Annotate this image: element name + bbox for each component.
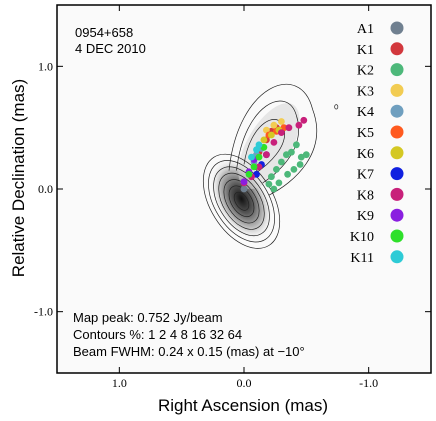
axis-ticks: 1.0 0.0 -1.0 1.0 0.0 -1.0 <box>34 5 431 390</box>
data-point-k10 <box>255 153 263 161</box>
contours-annotation: Contours %: 1 2 4 8 16 32 64 <box>73 327 242 342</box>
chart-title: 0954+658 <box>75 25 133 40</box>
data-point-k2 <box>302 151 310 159</box>
x-tick-label: 1.0 <box>112 376 127 390</box>
data-point-k2 <box>273 166 280 173</box>
legend-marker-k6 <box>390 146 404 160</box>
map-peak-annotation: Map peak: 0.752 Jy/beam <box>73 310 223 325</box>
jet-contour-middle <box>236 100 299 184</box>
core-contour <box>223 179 260 224</box>
legend-label-k8: K8 <box>357 188 374 203</box>
legend-marker-k1 <box>390 42 404 56</box>
data-points-layer <box>240 116 310 193</box>
contour-layer <box>202 83 339 249</box>
data-point-k2 <box>290 166 298 173</box>
legend-marker-k2 <box>390 63 404 77</box>
legend-marker-k10 <box>390 229 404 243</box>
core-contour <box>218 172 265 230</box>
data-point-k2 <box>268 173 275 181</box>
x-axis-label: Right Ascension (mas) <box>158 396 328 415</box>
data-point-a1 <box>240 185 248 193</box>
legend-marker-k3 <box>390 83 404 97</box>
x-tick-label: 0.0 <box>237 376 252 390</box>
data-point-k2 <box>284 170 291 178</box>
legend-marker-k11 <box>390 250 404 264</box>
beam-annotation: Beam FWHM: 0.24 x 0.15 (mas) at −10° <box>73 344 305 359</box>
data-point-k2 <box>296 161 304 168</box>
data-point-k8 <box>255 163 263 171</box>
data-point-k2 <box>288 148 295 156</box>
core-contour <box>233 191 250 211</box>
jet-contour-outer <box>228 83 318 196</box>
legend-marker-k5 <box>390 125 404 139</box>
y-tick-label: 0.0 <box>38 182 53 196</box>
legend-label-k2: K2 <box>357 64 374 79</box>
data-point-k2 <box>275 179 283 187</box>
data-point-k8 <box>270 139 278 146</box>
data-point-k2 <box>293 141 300 149</box>
data-point-k3 <box>278 118 285 125</box>
data-point-k11 <box>255 141 263 149</box>
data-point-k11 <box>248 153 255 161</box>
legend-label-k5: K5 <box>357 126 374 141</box>
data-point-k8 <box>278 129 285 137</box>
legend-marker-k4 <box>390 104 404 118</box>
data-point-k6 <box>268 131 275 139</box>
legend-label-k11: K11 <box>350 251 374 266</box>
legend-label-k3: K3 <box>357 84 374 99</box>
data-point-k8 <box>295 121 303 129</box>
legend-marker-k8 <box>390 187 404 201</box>
data-point-k2 <box>270 185 278 193</box>
legend-marker-k9 <box>390 208 404 222</box>
data-point-k10 <box>250 163 258 171</box>
legend-label-k7: K7 <box>357 168 374 183</box>
data-point-k2 <box>265 180 273 188</box>
data-point-k6 <box>260 136 268 144</box>
legend: A1 K1 K2 K3 K4 K5 K6 K7 K8 K9 K10 K11 <box>350 21 404 266</box>
legend-label-k9: K9 <box>357 209 374 224</box>
data-point-k8 <box>263 151 270 159</box>
data-point-k8 <box>285 124 293 132</box>
legend-label-k10: K10 <box>350 230 374 245</box>
y-tick-label: 1.0 <box>38 59 53 73</box>
isolated-contour <box>334 104 339 110</box>
y-tick-label: -1.0 <box>34 305 53 319</box>
y-axis-label: Relative Declination (mas) <box>9 79 28 277</box>
legend-marker-k7 <box>390 167 404 181</box>
legend-label-a1: A1 <box>357 22 374 37</box>
core-contour <box>228 185 255 218</box>
core-contour <box>208 160 275 243</box>
core-contour <box>213 166 270 237</box>
data-point-k8 <box>300 116 308 124</box>
legend-marker-a1 <box>390 21 404 35</box>
data-point-k3 <box>270 121 278 129</box>
legend-label-k1: K1 <box>357 43 374 58</box>
data-point-k10 <box>245 170 253 178</box>
legend-label-k4: K4 <box>357 105 374 120</box>
chart-subtitle: 4 DEC 2010 <box>75 41 146 56</box>
data-point-k2 <box>278 158 285 166</box>
legend-label-k6: K6 <box>357 147 374 162</box>
data-point-k9 <box>240 178 248 186</box>
x-tick-label: -1.0 <box>359 376 378 390</box>
